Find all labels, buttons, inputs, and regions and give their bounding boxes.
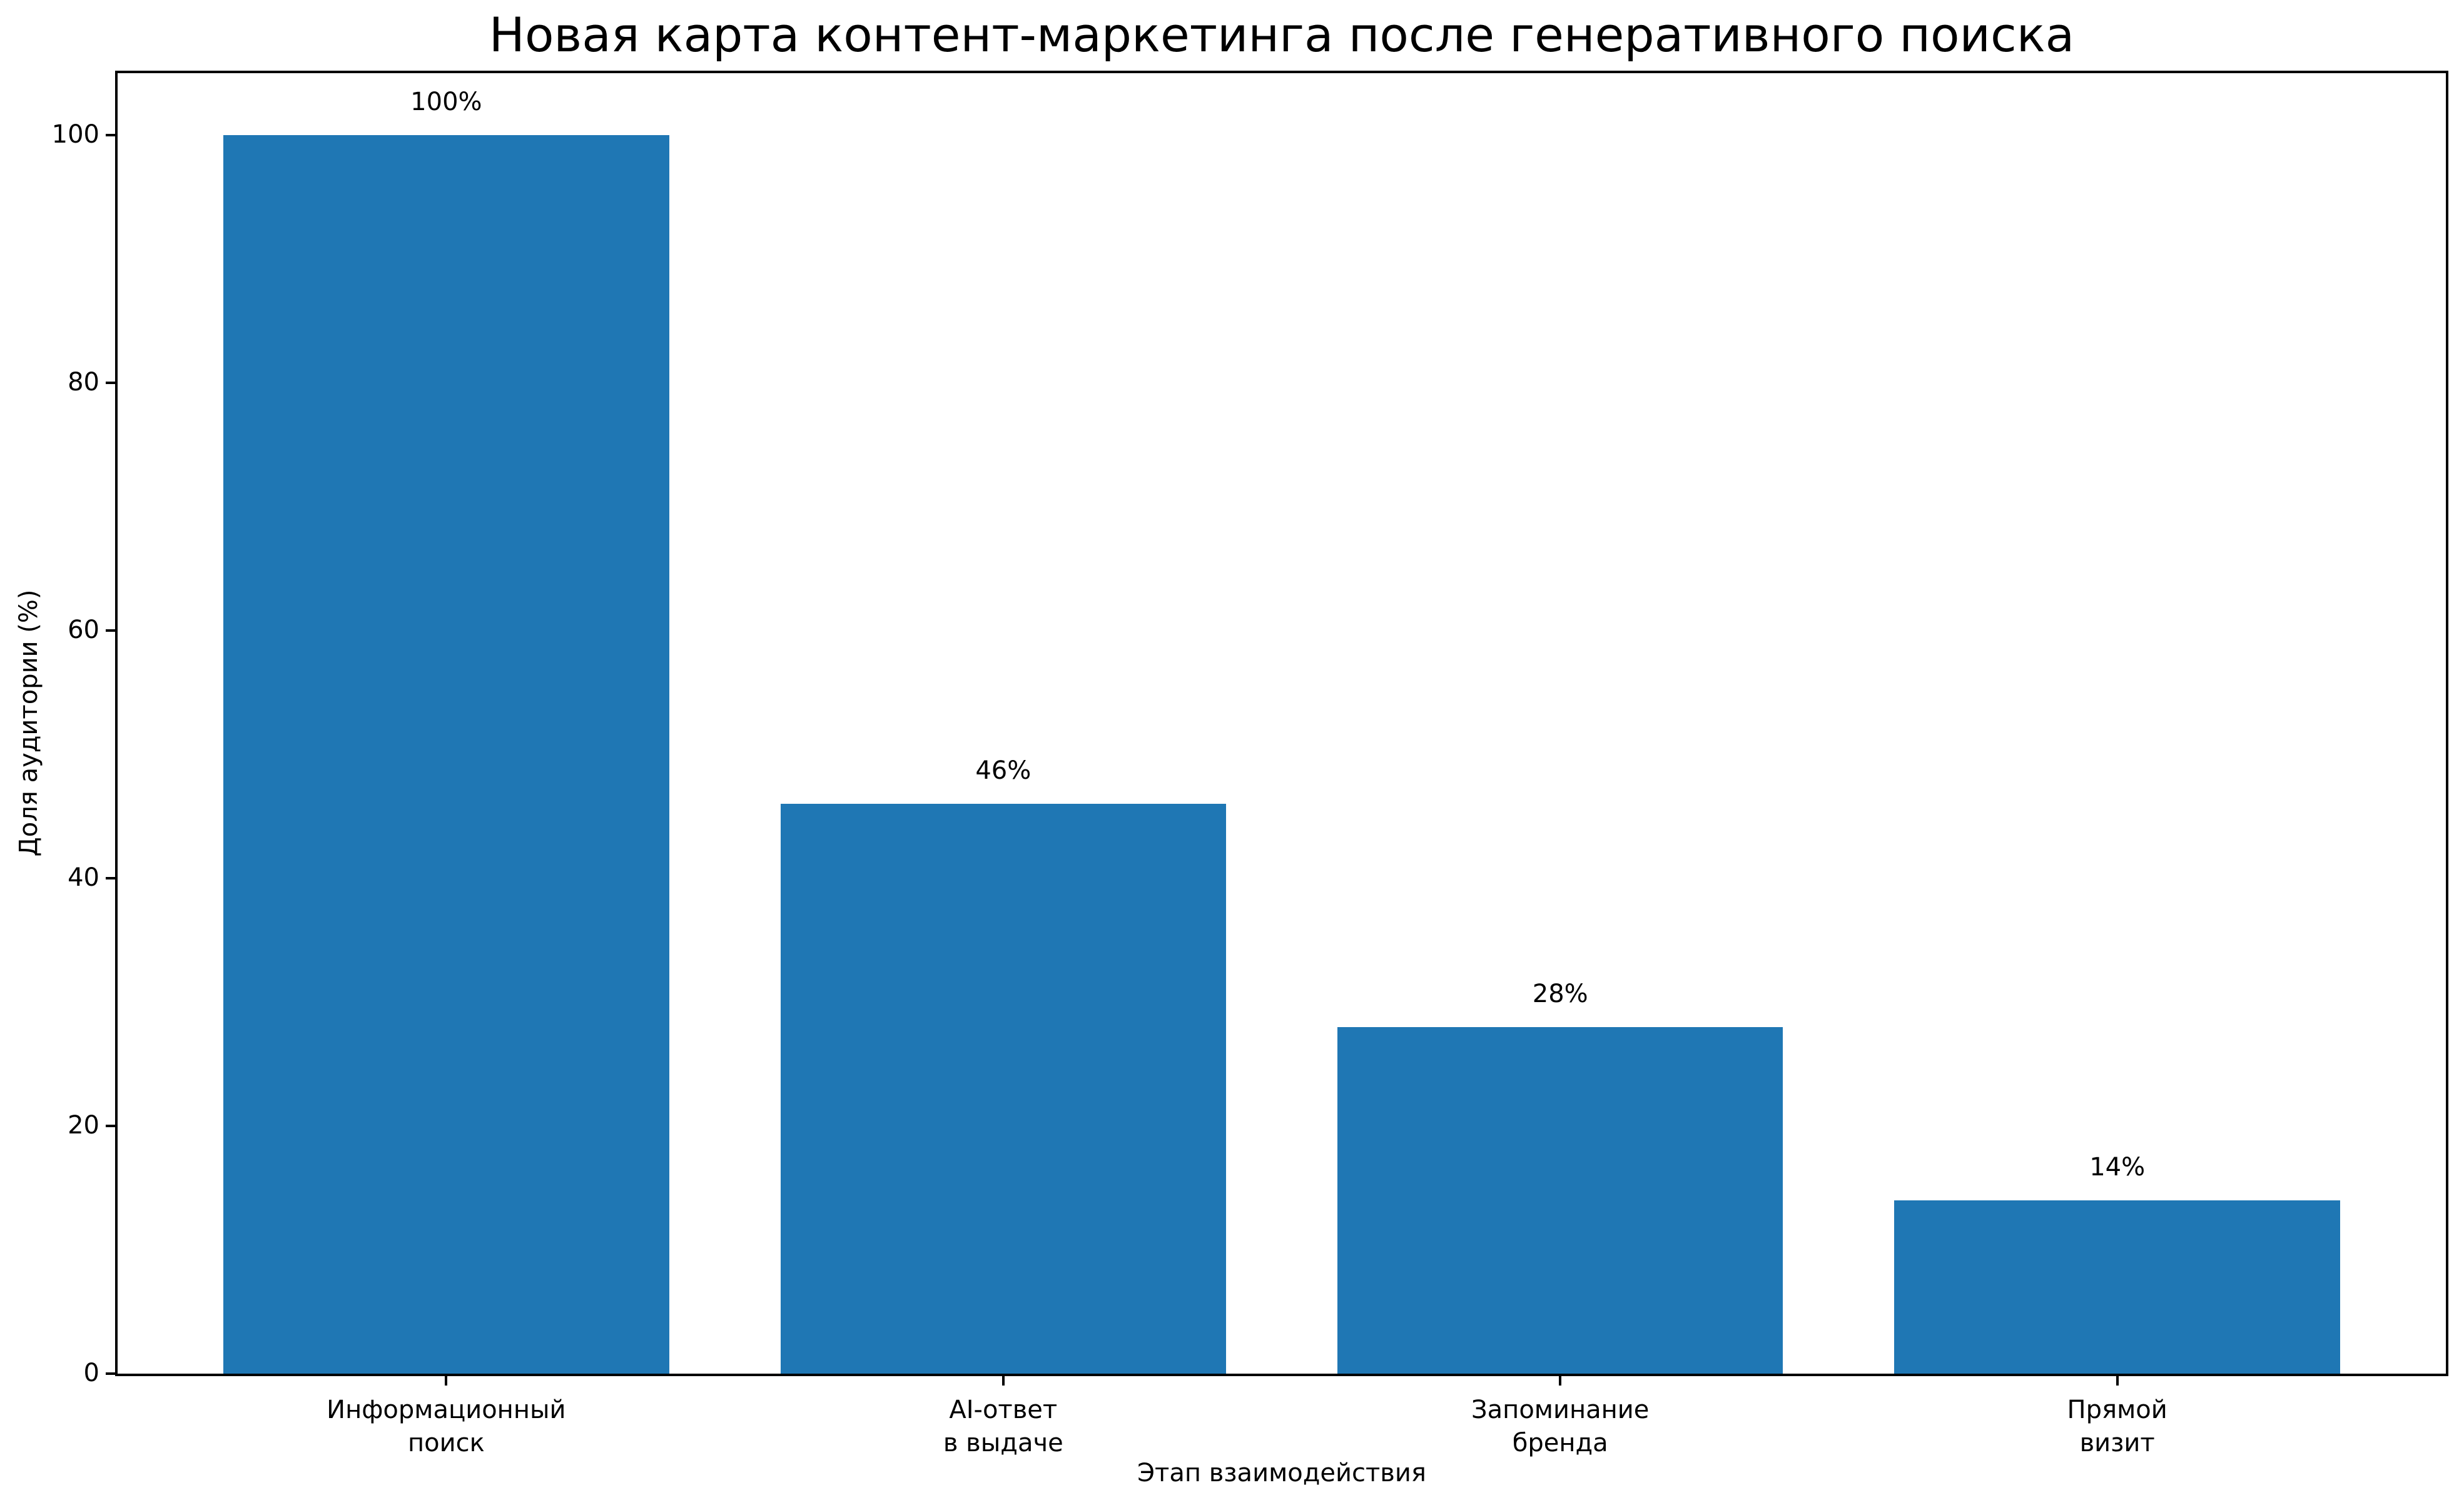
chart-title: Новая карта контент-маркетинга после ген…: [489, 7, 2075, 63]
x-tick-label: AI-ответ в выдаче: [943, 1396, 1063, 1457]
x-tick-label: Запоминание бренда: [1471, 1396, 1650, 1457]
y-tick-label: 40: [68, 863, 99, 893]
y-tick-mark: [106, 382, 115, 384]
bar-value-label: 28%: [1532, 979, 1588, 1008]
y-tick-label: 60: [68, 616, 99, 645]
x-tick-mark: [2116, 1376, 2119, 1386]
y-tick-label: 80: [68, 368, 99, 397]
bar-value-label: 46%: [975, 756, 1032, 786]
y-tick-label: 0: [83, 1359, 99, 1388]
y-tick-mark: [106, 1125, 115, 1127]
x-tick-label: Информационный поиск: [327, 1396, 566, 1457]
x-tick-mark: [445, 1376, 448, 1386]
y-tick-mark: [106, 134, 115, 136]
y-tick-label: 100: [51, 120, 99, 149]
y-tick-mark: [106, 1372, 115, 1375]
bar-value-label: 100%: [410, 88, 482, 116]
bar-2: [780, 804, 1226, 1374]
bar-4: [1894, 1200, 2340, 1374]
y-tick-mark: [106, 629, 115, 632]
x-tick-label: Прямой визит: [2067, 1396, 2167, 1457]
x-tick-mark: [1001, 1376, 1005, 1386]
bar-value-label: 14%: [2089, 1152, 2146, 1182]
bar-1: [223, 135, 669, 1374]
y-tick-mark: [106, 877, 115, 879]
bar-3: [1337, 1026, 1783, 1374]
y-tick-label: 20: [68, 1111, 99, 1140]
x-tick-mark: [1559, 1376, 1562, 1386]
x-axis-label: Этап взаимодействия: [1137, 1459, 1426, 1487]
